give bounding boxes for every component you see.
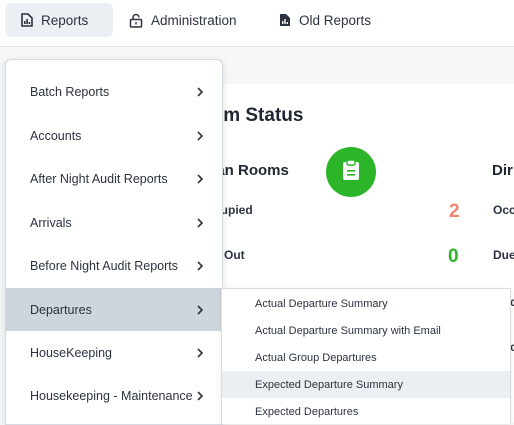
occupied-count: 2 [449, 201, 460, 222]
menu-item-after-night-audit-reports[interactable]: After Night Audit Reports [6, 157, 222, 200]
tab-old-reports-label: Old Reports [299, 12, 372, 28]
report-chart-icon [279, 13, 291, 27]
lock-icon [129, 13, 143, 28]
chevron-right-icon [196, 217, 222, 228]
submenu-item-actual-departure-summary[interactable]: Actual Departure Summary [222, 290, 510, 317]
tab-reports-label: Reports [41, 12, 89, 28]
menu-item-label: Departures [30, 302, 92, 317]
dirty-rooms-title: Dir [492, 162, 513, 179]
reports-dropdown: Batch Reports Accounts After Night Audit… [5, 59, 223, 425]
tab-old-reports[interactable]: Old Reports [279, 3, 371, 37]
departures-submenu: Actual Departure Summary Actual Departur… [221, 288, 511, 424]
submenu-item-expected-departures[interactable]: Expected Departures [222, 398, 510, 425]
submenu-item-label: Actual Departure Summary [255, 297, 388, 310]
clipboard-badge [326, 147, 376, 197]
menu-item-before-night-audit-reports[interactable]: Before Night Audit Reports [6, 244, 222, 287]
tab-administration-label: Administration [151, 12, 237, 28]
submenu-item-label: Actual Departure Summary with Email [255, 324, 441, 337]
submenu-item-actual-group-departures[interactable]: Actual Group Departures [222, 344, 510, 371]
chevron-right-icon [196, 260, 222, 271]
chevron-right-icon [196, 347, 222, 358]
menu-item-label: Housekeeping - Maintenance [30, 388, 193, 403]
submenu-item-label: Expected Departure Summary [255, 378, 403, 391]
dirty-due-out-label: Due [493, 248, 514, 262]
chevron-right-icon [196, 130, 222, 141]
tab-administration[interactable]: Administration [129, 3, 237, 37]
clipboard-icon [342, 158, 360, 186]
menu-item-batch-reports[interactable]: Batch Reports [6, 70, 222, 113]
dirty-row-4-label: o [510, 340, 514, 354]
menu-item-label: After Night Audit Reports [30, 171, 168, 186]
tab-reports[interactable]: Reports [5, 3, 113, 37]
menu-item-label: Before Night Audit Reports [30, 258, 178, 273]
menu-item-label: HouseKeeping [30, 345, 113, 360]
chevron-right-icon [196, 173, 222, 184]
submenu-item-expected-departure-summary[interactable]: Expected Departure Summary [222, 371, 510, 398]
occupied-label: cupied [214, 203, 253, 217]
chevron-right-icon [196, 304, 222, 315]
submenu-item-actual-departure-summary-email[interactable]: Actual Departure Summary with Email [222, 317, 510, 344]
menu-item-arrivals[interactable]: Arrivals [6, 201, 222, 244]
report-chart-icon [21, 13, 33, 27]
submenu-item-label: Actual Group Departures [255, 351, 377, 364]
due-out-count: 0 [448, 246, 459, 267]
dirty-occupied-label: Occ [493, 203, 514, 217]
clean-rooms-title: ean Rooms [208, 162, 289, 179]
menu-item-housekeeping-maintenance[interactable]: Housekeeping - Maintenance [6, 374, 222, 417]
top-nav: Reports Administration Old Reports [0, 0, 514, 47]
menu-item-housekeeping[interactable]: HouseKeeping [6, 331, 222, 374]
room-status-title: oom Status [200, 105, 304, 126]
chevron-right-icon [196, 86, 222, 97]
menu-item-label: Accounts [30, 128, 82, 143]
menu-item-label: Batch Reports [30, 84, 110, 99]
submenu-item-label: Expected Departures [255, 405, 359, 418]
menu-item-accounts[interactable]: Accounts [6, 114, 222, 157]
menu-item-departures[interactable]: Departures [6, 288, 222, 331]
dirty-row-3-label: c [510, 295, 514, 309]
menu-item-label: Arrivals [30, 215, 72, 230]
chevron-right-icon [196, 390, 222, 401]
